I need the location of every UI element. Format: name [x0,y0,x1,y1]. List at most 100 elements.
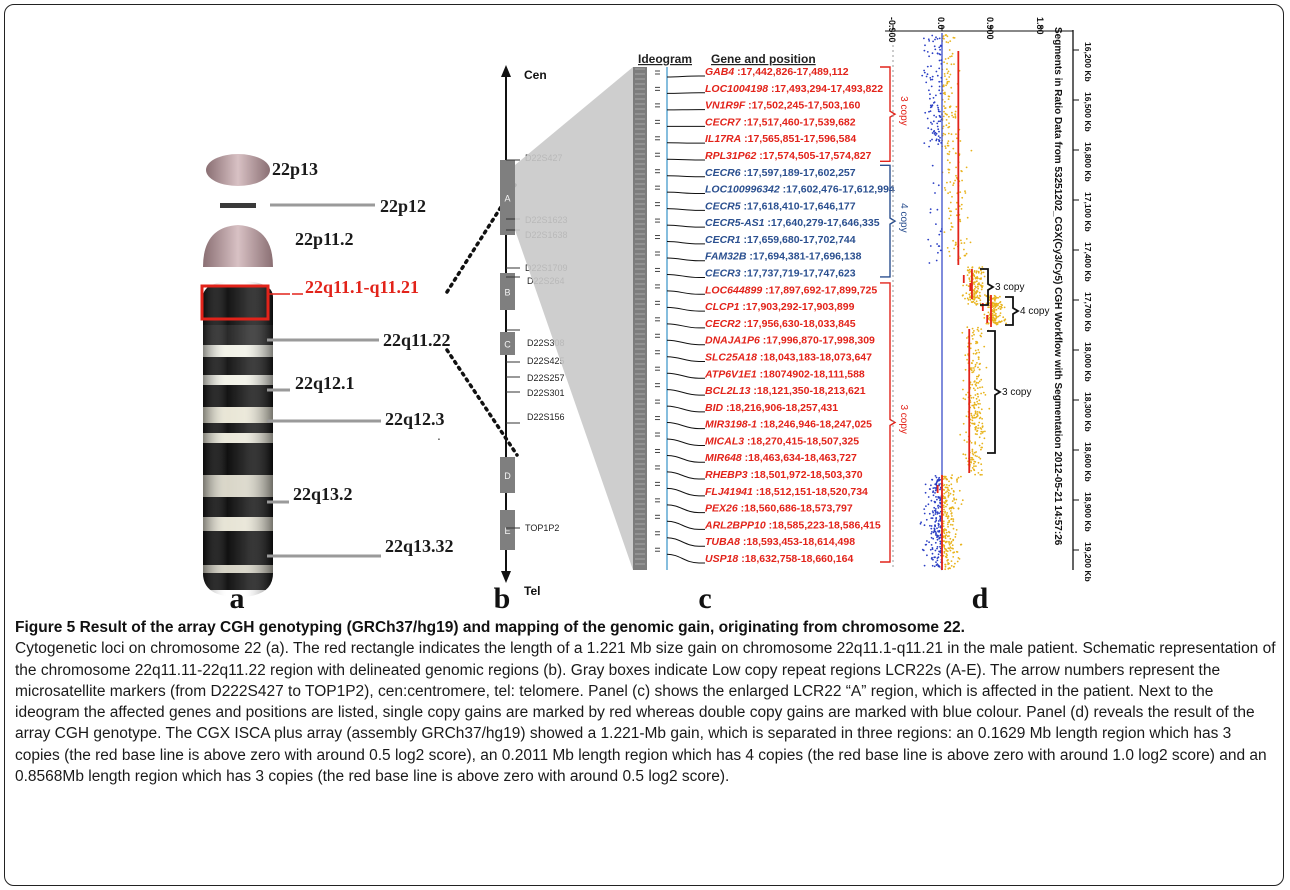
probe-point [923,37,925,40]
probe-point [987,311,990,314]
probe-point [930,65,932,67]
probe-point [948,217,951,220]
probe-point [976,285,979,288]
p12-stalk [220,203,256,208]
probe-point [934,501,937,503]
probe-point [935,519,938,522]
gene-curve [666,389,705,396]
lcr-box [500,160,515,235]
gene-position: :17,442,826-17,489,112 [734,66,849,78]
probe-point [931,510,934,512]
gene-label: CECR3 :17,737,719-17,747,623 [705,268,856,280]
probe-point [938,46,941,49]
probe-point [955,529,958,531]
gene-position: :17,602,476-17,612,994 [780,184,895,196]
gene-curve [666,175,705,178]
probe-point [977,356,980,359]
probe-point [943,550,946,553]
probe-point [981,426,984,428]
probe-point [948,535,950,537]
probe-point [970,362,973,364]
probe-point [981,386,984,388]
probe-point [976,277,979,280]
probe-point [972,352,975,355]
lcr-box-label: B [504,288,510,298]
probe-point [961,331,964,334]
probe-point [948,76,951,78]
probe-point [985,322,988,325]
gene-label: MICAL3 :18,270,415-18,507,325 [705,435,859,447]
probe-point [944,512,946,514]
position-tick-label: 18,600 Kb [1083,442,1093,482]
probe-point [997,302,1000,305]
probe-point [979,334,982,337]
probe-point [931,132,934,134]
gene-label: RPL31P62 :17,574,505-17,574,827 [705,150,872,162]
probe-point [934,508,937,510]
q-arm [203,281,273,597]
probe-point [946,550,949,553]
band-label: 22p13 [272,159,318,179]
probe-point [923,71,926,74]
gene-position: :17,694,381-17,696,138 [746,251,861,263]
gene-name: RPL31P62 [705,150,757,162]
probe-point [1005,322,1007,325]
probe-point [994,300,996,302]
probe-point [945,113,948,116]
probe-points [919,34,1007,571]
caption-title: Figure 5 Result of the array CGH genotyp… [15,619,965,636]
probe-point [942,544,945,546]
probe-point [975,342,977,345]
probe-point [952,239,954,242]
probe-point [936,498,938,501]
probe-point [954,533,957,536]
probe-point [933,114,935,117]
probe-point [949,214,952,217]
probe-point [945,549,948,551]
probe-point [971,338,974,340]
probe-point [977,358,980,360]
gene-connector-curves [666,75,705,564]
gene-position: :17,903,292-17,903,899 [739,301,854,313]
gene-position: :18,121,350-18,213,621 [751,385,866,397]
probe-point [949,228,952,231]
probe-point [1002,316,1005,319]
position-tick-label: 18,000 Kb [1083,342,1093,382]
probe-point [947,168,950,171]
probe-point [971,367,973,369]
gene-curve [666,224,705,228]
probe-point [1003,306,1006,309]
probe-point [977,402,980,405]
probe-point [928,89,930,92]
probe-point [949,537,952,540]
probe-point [939,488,941,491]
probe-point [956,201,958,204]
probe-point [949,40,952,42]
probe-point [953,565,955,568]
probe-point [973,333,975,336]
probe-point [934,192,936,194]
lcr-box-label: A [504,194,510,204]
probe-point [994,306,997,309]
scale-tick-label: -0.900 [887,17,897,43]
probe-point [951,524,954,526]
band-leader-lines [267,203,381,558]
probe-point [944,563,946,566]
probe-point [971,452,974,454]
probe-point [937,120,940,123]
probe-point [928,541,930,544]
probe-point [951,544,954,547]
probe-point [937,108,940,111]
probe-point [948,171,950,174]
probe-point [980,392,982,395]
gene-curve [666,339,705,346]
probe-point [994,298,997,300]
probe-point [942,520,945,523]
probe-point [984,294,986,296]
position-tick-label: 16,200 Kb [1083,42,1093,82]
probe-point [935,561,937,563]
probe-point [931,478,934,481]
figure-panels: 22p13 22p12 22p11.2 22q11.1-q11.21 22q11.22 2… [200,17,1093,615]
probe-point [949,161,951,164]
p13-satellite [206,154,270,186]
